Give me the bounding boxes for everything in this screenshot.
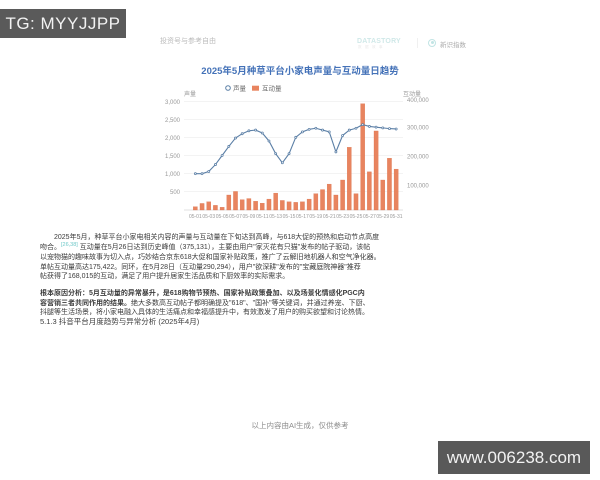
svg-text:互动量: 互动量 (262, 84, 282, 92)
svg-text:05-21: 05-21 (323, 214, 336, 220)
svg-text:1,500: 1,500 (165, 154, 181, 160)
svg-text:05-09: 05-09 (243, 214, 256, 220)
svg-text:声量: 声量 (233, 83, 247, 92)
svg-text:05-23: 05-23 (336, 214, 349, 220)
svg-text:05-27: 05-27 (363, 214, 376, 220)
svg-text:05-29: 05-29 (376, 214, 389, 220)
svg-text:2,000: 2,000 (165, 136, 181, 142)
svg-text:互动量: 互动量 (403, 91, 421, 98)
svg-text:05-13: 05-13 (269, 214, 282, 220)
svg-text:05-07: 05-07 (229, 214, 242, 220)
svg-text:05-17: 05-17 (296, 214, 309, 220)
svg-text:05-05: 05-05 (216, 214, 229, 220)
svg-text:2,500: 2,500 (165, 118, 181, 124)
svg-text:400,000: 400,000 (407, 98, 429, 104)
svg-text:05-11: 05-11 (256, 214, 269, 220)
svg-text:1,000: 1,000 (165, 172, 181, 178)
svg-text:300,000: 300,000 (407, 126, 429, 132)
svg-text:500: 500 (170, 190, 181, 196)
svg-text:05-03: 05-03 (202, 214, 215, 220)
svg-text:05-15: 05-15 (283, 214, 296, 220)
svg-text:3,000: 3,000 (165, 100, 181, 106)
svg-text:05-25: 05-25 (350, 214, 363, 220)
svg-text:声量: 声量 (184, 90, 196, 98)
svg-text:05-19: 05-19 (309, 214, 322, 220)
svg-text:100,000: 100,000 (407, 184, 429, 190)
svg-text:05-31: 05-31 (390, 214, 403, 220)
svg-text:200,000: 200,000 (407, 155, 429, 161)
svg-text:05-01: 05-01 (189, 214, 202, 220)
